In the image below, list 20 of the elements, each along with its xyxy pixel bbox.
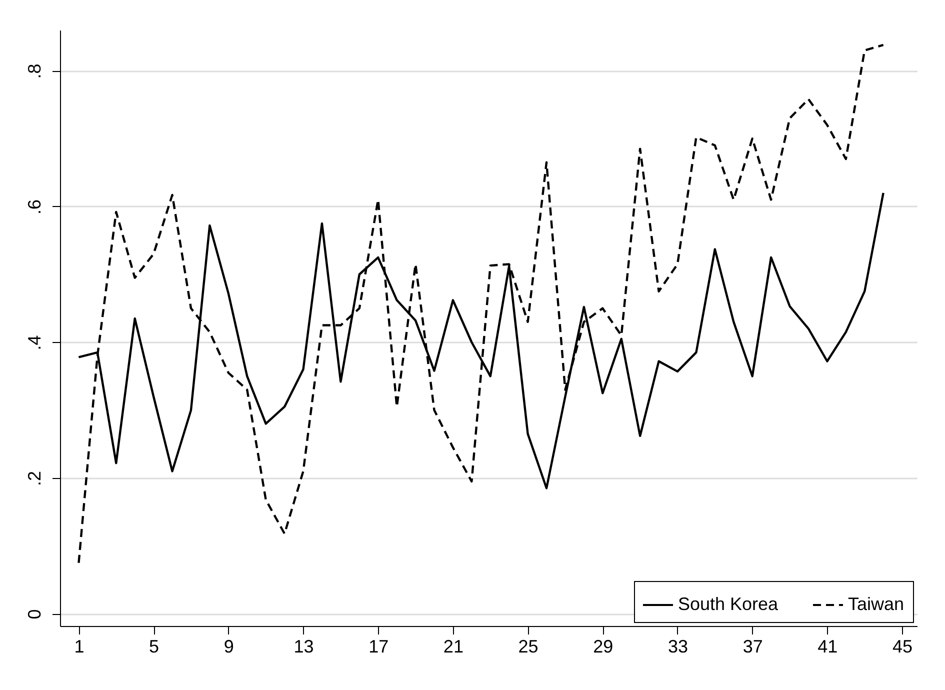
y-tick-label: .4 [24, 335, 44, 350]
y-tick-label: .2 [24, 471, 44, 486]
x-tick-label: 45 [892, 636, 913, 656]
x-tick-label: 41 [818, 636, 838, 656]
x-tick-label: 9 [224, 636, 234, 656]
x-tick-label: 17 [368, 636, 389, 656]
x-tick-label: 25 [518, 636, 538, 656]
legend-label: South Korea [678, 594, 780, 614]
x-tick-label: 33 [668, 636, 688, 656]
x-tick-label: 13 [294, 636, 314, 656]
y-tick-label: .8 [24, 64, 44, 79]
legend-label: Taiwan [848, 594, 904, 614]
y-tick-label: .6 [24, 199, 44, 214]
x-tick-label: 5 [149, 636, 160, 656]
x-tick-label: 1 [74, 636, 84, 656]
x-tick-label: 37 [742, 636, 763, 656]
y-tick-label: 0 [24, 609, 44, 620]
line-series [78, 44, 884, 564]
x-tick-label: 21 [443, 636, 464, 656]
x-tick-label: 29 [593, 636, 614, 656]
